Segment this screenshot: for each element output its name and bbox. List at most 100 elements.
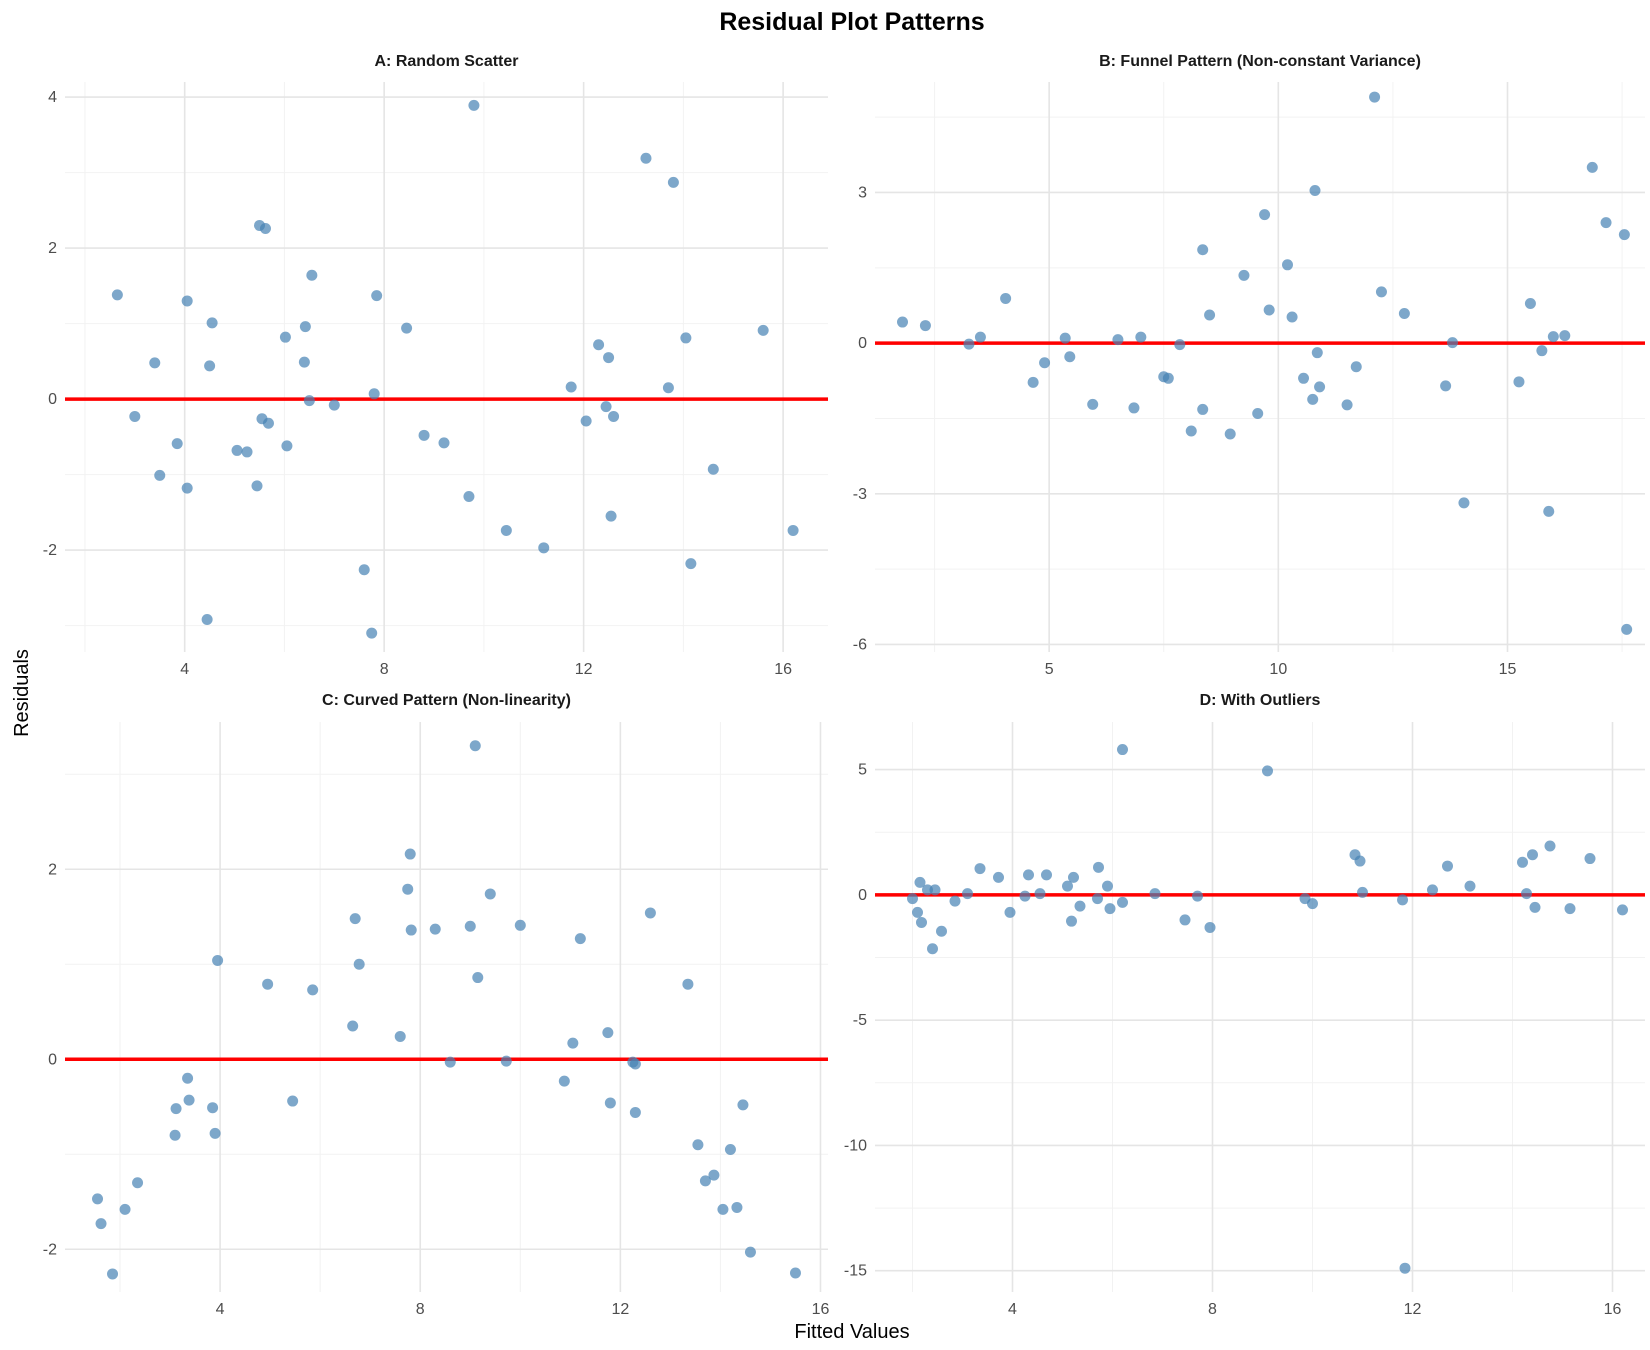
panel-b-point [1398,308,1410,320]
panel-d-point [949,895,961,907]
panel-b-point [1263,304,1275,316]
panel-c-point [724,1144,736,1155]
panel-d-point [1529,901,1541,913]
x-axis-title: Fitted Values [794,1321,909,1343]
panel-c-point [744,1246,756,1258]
panel-b-y-tick-label: -6 [853,636,867,653]
panel-b-point [1341,399,1353,411]
panel-a-point [231,444,243,456]
panel-c-point [514,919,526,931]
panel-a-point [640,152,652,164]
panel-a-point [241,446,253,458]
panel-d-point [1117,744,1128,756]
panel-d-point [993,871,1004,883]
panel-b-point [1375,286,1387,298]
panel-c-point [183,1094,195,1106]
panel-a-point [206,317,218,329]
panel-a-point [303,395,315,407]
panel-d-point [1041,869,1052,881]
panel-c-point [464,920,476,932]
panel-d-point [1192,890,1203,902]
panel-d-point [962,888,973,900]
panel-c-point [469,740,481,752]
panel-d-y-tick-label: 5 [858,762,867,779]
panels-group: 4 8 12 16 -2 0 2 4 A: Random Scatter 5 10 15 -6 -3 0 3 B… [43,53,1645,1318]
panel-d-y-tick-label: -5 [853,1012,867,1029]
panel-b-point [1039,357,1051,369]
panel-c-point [207,1102,219,1114]
panel-a-point [129,410,141,422]
panel-c-point [404,848,416,860]
panel-b-point [1204,309,1216,321]
panel-a-point [306,269,318,281]
panel-a-point [401,322,413,334]
panel-a-point [605,510,617,522]
panel-b-point [1286,311,1298,323]
panel-b: 5 10 15 -6 -3 0 3 B: Funnel Pattern (Non-consta… [853,53,1645,678]
panel-a-point [500,524,512,536]
panel-a-point [603,352,615,364]
panel-d-point [1034,888,1046,900]
panel-d-point [1307,898,1318,910]
panel-d-point [1092,893,1103,905]
panel-d-point [1517,856,1528,868]
panel-d-point [936,925,947,937]
panel-b-point [1586,161,1598,173]
panel-d-point [916,916,927,928]
panel-b-point [1621,623,1633,635]
panel-a-point [418,429,430,441]
panel-c-y-tick-label: 0 [48,1051,57,1068]
panel-b-point [1059,332,1071,344]
panel-a-point [279,331,291,343]
figure-title: Residual Plot Patterns [719,8,984,36]
panel-a-point [299,321,311,333]
panel-a-point [262,417,274,429]
panel-c-point [717,1203,729,1215]
panel-d-point [1564,903,1576,915]
panel-a-point [251,480,263,492]
panel-d-point [1062,880,1073,892]
panel-c-y-tick-label: -2 [43,1241,57,1258]
panel-c-point [287,1095,299,1107]
panel-a-point [204,360,216,372]
panel-b-point [1224,428,1236,440]
panel-c-point [132,1177,144,1189]
panel-b-y-tick-label: -3 [853,486,867,503]
panel-b-point [1524,297,1536,309]
panel-c-point [212,954,224,966]
panel-a-point [593,339,605,351]
panel-a-point [366,627,378,639]
panel-d-y-tick-label: -15 [844,1263,867,1280]
panel-d-y-tick-label: -10 [844,1137,867,1154]
panel-d-point [1427,884,1438,896]
panel-c-point [708,1169,720,1181]
panel-c-title: C: Curved Pattern (Non-linearity) [322,692,571,709]
panel-b-point [1440,380,1452,392]
panel-c-point [604,1097,616,1109]
panel-b-point [1618,229,1630,241]
panel-a-point [368,388,380,400]
panel-d-point [907,893,918,905]
panel-d-point [912,906,923,918]
panel-b-x-tick-label: 15 [1499,661,1517,678]
panel-c-point [182,1072,194,1084]
panel-d-point [1023,869,1034,881]
panel-b-point [1135,331,1147,343]
panel-a: 4 8 12 16 -2 0 2 4 A: Random Scatter [43,53,828,678]
panel-c-x-tick-label: 4 [216,1301,225,1318]
panel-c-point [484,888,496,900]
panel-b-point [1600,217,1612,229]
panel-c-point [472,972,484,984]
panel-b-point [1309,184,1321,196]
panel-c-point [307,984,319,996]
panel-c-point [394,1030,406,1042]
panel-a-y-tick-label: -2 [43,542,57,559]
panel-b-point [1314,381,1326,393]
panel-d-y-tick-label: 0 [858,887,867,904]
panel-a-point [565,381,577,393]
panel-b-point [1369,91,1381,103]
panel-b-point [1447,337,1458,349]
panel-c-point [347,1020,359,1032]
panel-a-point [281,440,293,452]
